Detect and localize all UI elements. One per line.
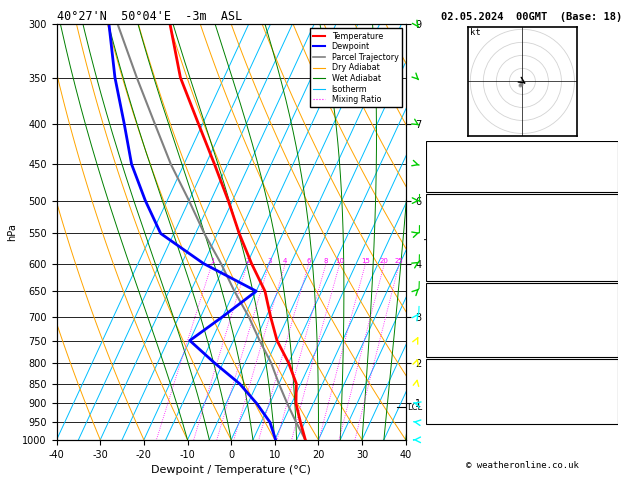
Text: LCL: LCL [407,403,422,412]
Text: 0: 0 [604,347,611,357]
Text: 15: 15 [599,144,611,155]
Text: 1: 1 [210,258,214,263]
Text: 8: 8 [604,247,611,257]
Text: Surface: Surface [502,197,543,207]
Text: 10.2: 10.2 [587,223,611,233]
Legend: Temperature, Dewpoint, Parcel Trajectory, Dry Adiabat, Wet Adiabat, Isotherm, Mi: Temperature, Dewpoint, Parcel Trajectory… [310,28,402,107]
Text: 850: 850 [593,300,611,311]
Text: StmSpd (kt): StmSpd (kt) [434,413,499,422]
Text: Dewp (°C): Dewp (°C) [434,223,487,233]
Text: 1.43: 1.43 [587,179,611,189]
Text: Totals Totals: Totals Totals [434,161,511,172]
Text: 2: 2 [245,258,250,263]
Text: K: K [434,144,440,155]
Bar [426,194,618,281]
Text: © weatheronline.co.uk: © weatheronline.co.uk [466,461,579,470]
Text: 3: 3 [604,413,611,422]
Text: Temp (°C): Temp (°C) [434,211,487,221]
Y-axis label: hPa: hPa [7,223,17,241]
Text: 40°27'N  50°04'E  -3m  ASL: 40°27'N 50°04'E -3m ASL [57,10,242,23]
Text: 0: 0 [604,259,611,269]
Text: EH: EH [434,377,446,386]
Text: 303°: 303° [587,400,611,411]
Text: 8: 8 [324,258,328,263]
Text: PW (cm): PW (cm) [434,179,476,189]
Text: 20: 20 [380,258,389,263]
Text: Most Unstable: Most Unstable [484,286,560,296]
Text: 4: 4 [604,324,611,333]
Text: Lifted Index: Lifted Index [434,324,504,333]
Text: Lifted Index: Lifted Index [434,247,504,257]
Text: SREH: SREH [434,388,458,399]
Text: 0: 0 [604,335,611,345]
Text: StmDir: StmDir [434,400,469,411]
Bar [426,283,618,357]
Bar [426,141,618,192]
Text: CIN (J): CIN (J) [434,347,476,357]
Bar [426,359,618,423]
Text: 6: 6 [306,258,311,263]
Text: kt: kt [470,28,481,36]
Text: 25: 25 [599,377,611,386]
Text: 4: 4 [283,258,287,263]
Text: 17: 17 [599,211,611,221]
Text: 318: 318 [593,312,611,322]
Text: θₑ(K): θₑ(K) [434,235,464,245]
Y-axis label: km
ASL: km ASL [425,223,446,241]
Text: 3: 3 [267,258,272,263]
Text: 15: 15 [361,258,370,263]
Text: 311: 311 [593,235,611,245]
Text: 45: 45 [599,161,611,172]
Text: Pressure (mb): Pressure (mb) [434,300,511,311]
Text: 43: 43 [599,388,611,399]
Text: 0: 0 [604,271,611,280]
Text: 10: 10 [335,258,344,263]
Text: θₑ (K): θₑ (K) [434,312,469,322]
Text: Hodograph: Hodograph [496,363,549,372]
Text: CAPE (J): CAPE (J) [434,335,481,345]
X-axis label: Dewpoint / Temperature (°C): Dewpoint / Temperature (°C) [151,465,311,475]
Text: 02.05.2024  00GMT  (Base: 18): 02.05.2024 00GMT (Base: 18) [441,12,622,22]
Text: CIN (J): CIN (J) [434,271,476,280]
Text: 25: 25 [395,258,404,263]
Text: CAPE (J): CAPE (J) [434,259,481,269]
